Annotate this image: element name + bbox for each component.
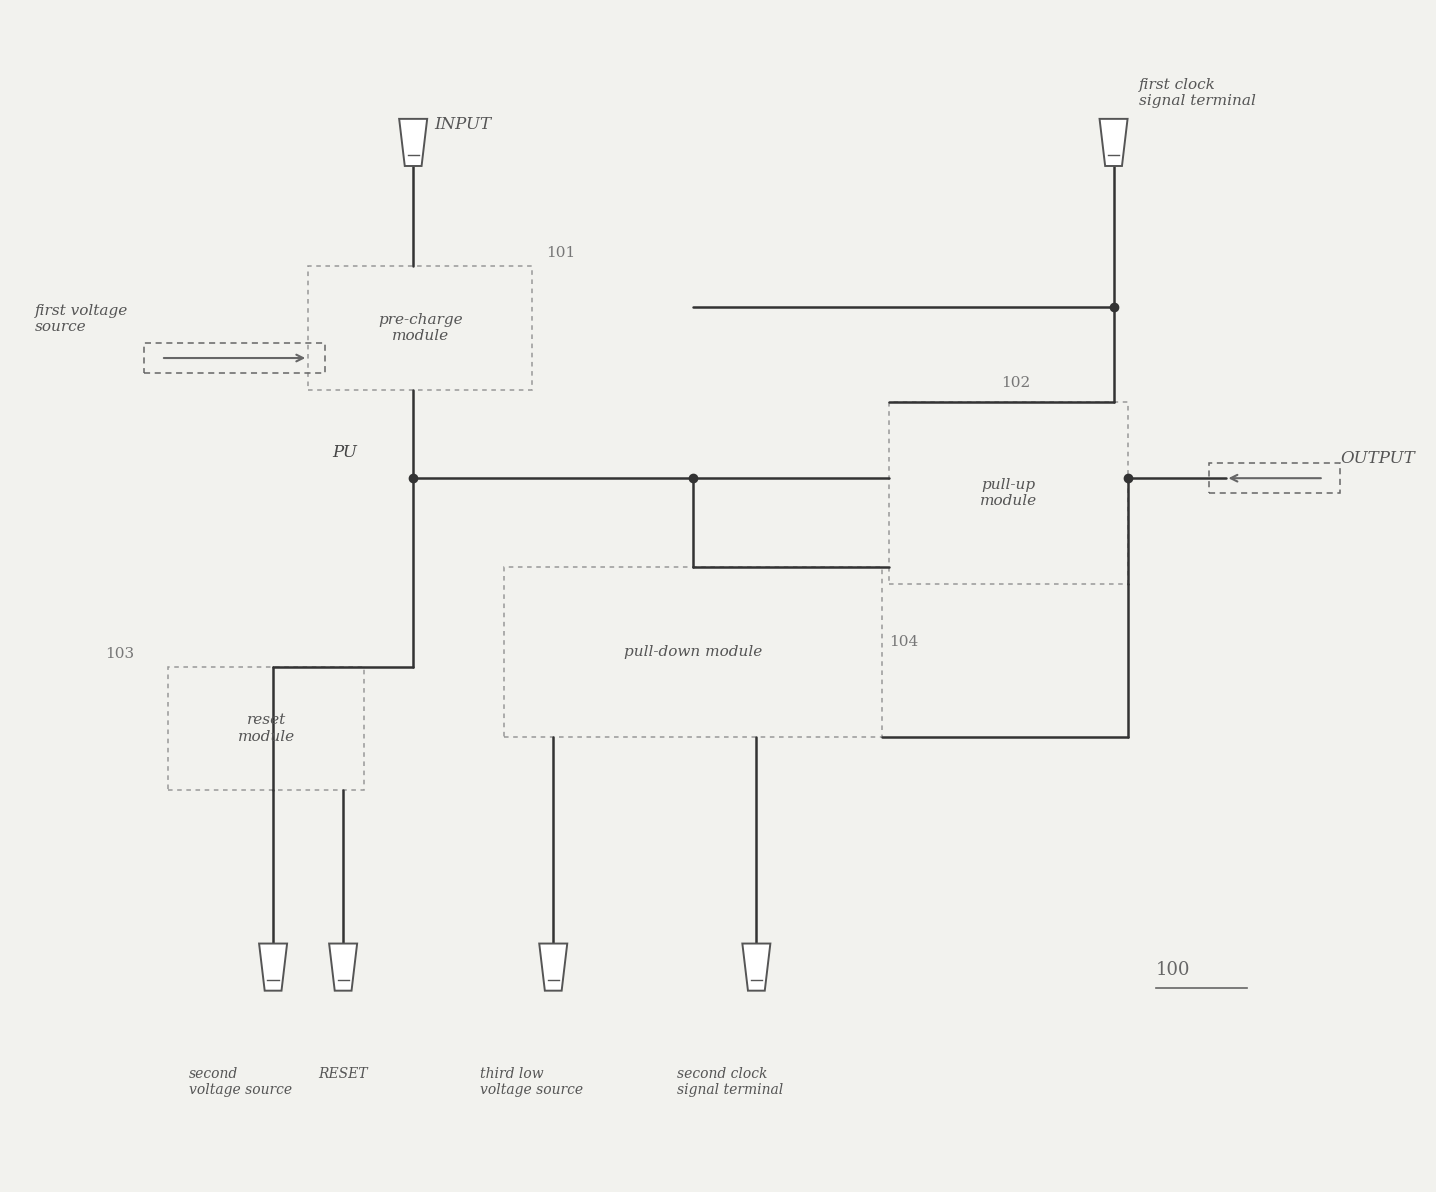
Text: INPUT: INPUT [434,117,491,134]
Bar [889,402,1127,584]
Polygon shape [540,944,567,991]
Polygon shape [329,944,358,991]
Text: pre-charge
module: pre-charge module [378,312,462,343]
Polygon shape [258,944,287,991]
Text: pull-down module: pull-down module [625,645,763,659]
Polygon shape [1100,119,1127,166]
Bar [504,566,883,738]
Text: first clock
signal terminal: first clock signal terminal [1139,77,1255,107]
Text: 101: 101 [546,247,576,260]
Text: PU: PU [332,443,358,460]
Text: 103: 103 [105,647,134,660]
Text: 104: 104 [889,635,919,648]
Text: RESET: RESET [317,1067,368,1081]
Text: 102: 102 [1001,375,1031,390]
Polygon shape [742,944,770,991]
Text: second clock
signal terminal: second clock signal terminal [676,1067,783,1098]
Polygon shape [399,119,426,166]
Bar [309,266,533,390]
Text: first voltage
source: first voltage source [34,304,128,334]
Text: OUTPUT: OUTPUT [1340,449,1416,466]
Text: 100: 100 [1156,961,1190,979]
Text: pull-up
module: pull-up module [979,478,1037,508]
Bar [1209,464,1340,493]
Bar [144,343,325,373]
Text: second
voltage source: second voltage source [190,1067,292,1098]
Text: reset
module: reset module [237,714,294,744]
Bar [168,666,365,790]
Text: third low
voltage source: third low voltage source [481,1067,583,1098]
